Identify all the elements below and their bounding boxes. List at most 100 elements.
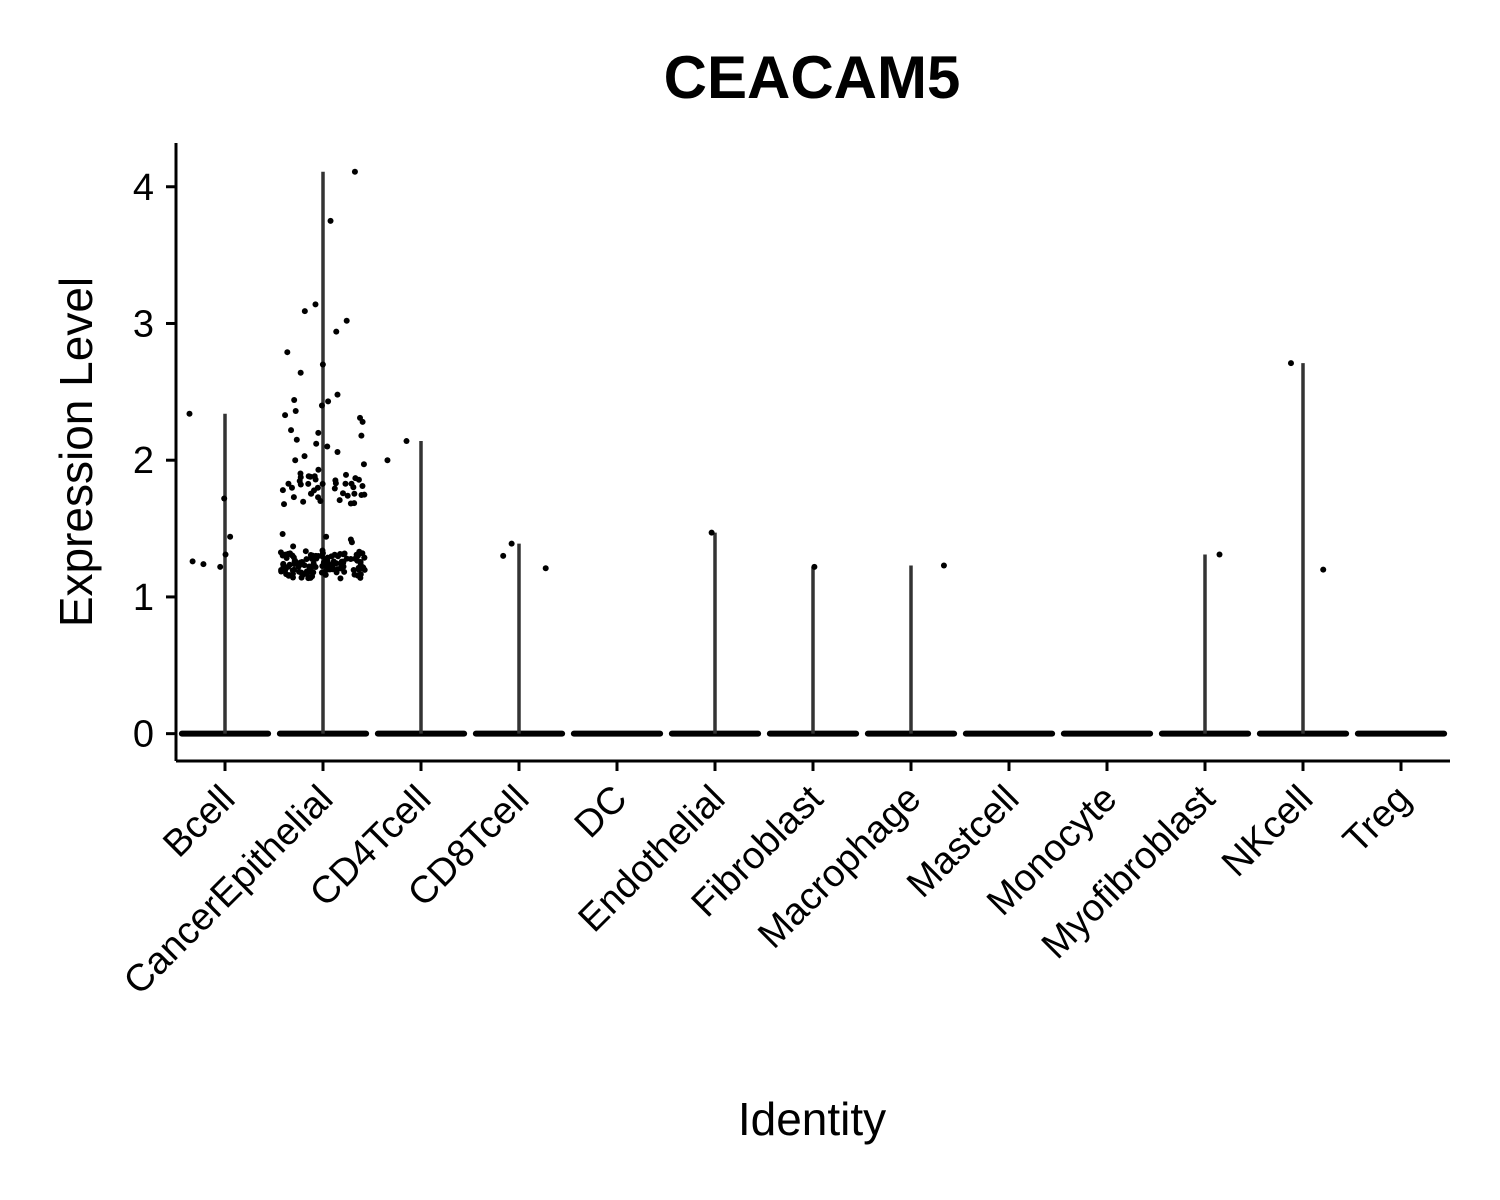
data-point: [327, 217, 334, 224]
y-tick-label: 4: [133, 167, 154, 209]
jitter-points: [186, 168, 1327, 582]
data-point: [340, 563, 347, 570]
data-point: [325, 398, 332, 405]
data-point: [284, 349, 291, 356]
data-point: [352, 475, 359, 482]
data-point: [318, 402, 325, 409]
data-point: [312, 476, 319, 483]
data-point: [288, 484, 295, 491]
data-point: [282, 412, 289, 419]
data-point: [359, 418, 366, 425]
data-point: [1287, 360, 1294, 367]
data-point: [200, 561, 207, 568]
data-point: [323, 533, 330, 540]
y-tick-label: 1: [133, 577, 154, 619]
data-point: [355, 566, 362, 573]
data-point: [354, 552, 361, 559]
y-axis-label: Expression Level: [50, 277, 102, 627]
data-point: [279, 531, 286, 538]
data-point: [315, 466, 322, 473]
data-point: [186, 410, 193, 417]
y-tick-label: 2: [133, 440, 154, 482]
data-point: [305, 480, 312, 487]
data-point: [308, 490, 315, 497]
x-tick-label-dc: DC: [567, 778, 636, 847]
data-point: [359, 482, 366, 489]
data-point: [293, 436, 300, 443]
data-point: [337, 550, 344, 557]
data-point: [297, 369, 304, 376]
data-point: [337, 575, 344, 582]
data-point: [302, 548, 309, 555]
data-point: [297, 481, 304, 488]
data-point: [285, 480, 292, 487]
data-point: [334, 566, 341, 573]
data-point: [280, 560, 287, 567]
data-point: [333, 328, 340, 335]
data-point: [403, 438, 410, 445]
data-point: [221, 495, 228, 502]
data-point: [307, 473, 314, 480]
data-point: [315, 429, 322, 436]
data-point: [384, 457, 391, 464]
data-point: [313, 440, 320, 447]
data-point: [299, 572, 306, 579]
data-point: [334, 391, 341, 398]
data-point: [278, 566, 285, 573]
data-point: [332, 477, 339, 484]
data-point: [357, 559, 364, 566]
data-point: [324, 558, 331, 565]
data-point: [319, 361, 326, 368]
data-point: [281, 501, 288, 508]
data-point: [811, 563, 818, 570]
data-point: [279, 487, 286, 494]
y-tick-label: 3: [133, 303, 154, 345]
x-tick-label-treg: Treg: [1335, 778, 1419, 862]
data-point: [324, 443, 331, 450]
data-point: [350, 566, 357, 573]
x-axis-label: Identity: [738, 1093, 886, 1145]
data-point: [331, 485, 338, 492]
data-point: [283, 571, 290, 578]
data-point: [292, 407, 299, 414]
data-point: [290, 494, 297, 501]
data-point: [542, 565, 549, 572]
data-point: [295, 563, 302, 570]
data-point: [312, 301, 319, 308]
data-point: [351, 490, 358, 497]
y-tick-label: 0: [133, 714, 154, 756]
data-point: [227, 533, 234, 540]
data-point: [300, 498, 307, 505]
chart-title: CEACAM5: [664, 44, 961, 111]
data-point: [358, 432, 365, 439]
data-point: [222, 551, 229, 558]
x-tick-label-bcell: Bcell: [155, 778, 243, 866]
data-point: [301, 453, 308, 460]
data-point: [322, 563, 329, 570]
data-point: [1320, 566, 1327, 573]
data-point: [361, 566, 368, 573]
data-point: [284, 552, 291, 559]
data-point: [291, 397, 298, 404]
data-point: [508, 540, 515, 547]
x-tick-label-nkcell: NKcell: [1214, 778, 1321, 885]
data-point: [350, 484, 357, 491]
violin-marks: [178, 171, 1448, 737]
data-point: [313, 555, 320, 562]
data-point: [334, 449, 341, 455]
data-point: [357, 574, 364, 581]
data-point: [343, 317, 350, 324]
data-point: [347, 500, 354, 507]
data-point: [361, 554, 368, 561]
data-point: [310, 561, 317, 568]
data-point: [290, 543, 297, 550]
data-point: [189, 558, 196, 565]
data-point: [940, 562, 947, 569]
data-point: [500, 552, 507, 559]
data-point: [303, 556, 310, 563]
data-point: [336, 497, 343, 504]
data-point: [322, 571, 329, 578]
data-point: [305, 574, 312, 581]
